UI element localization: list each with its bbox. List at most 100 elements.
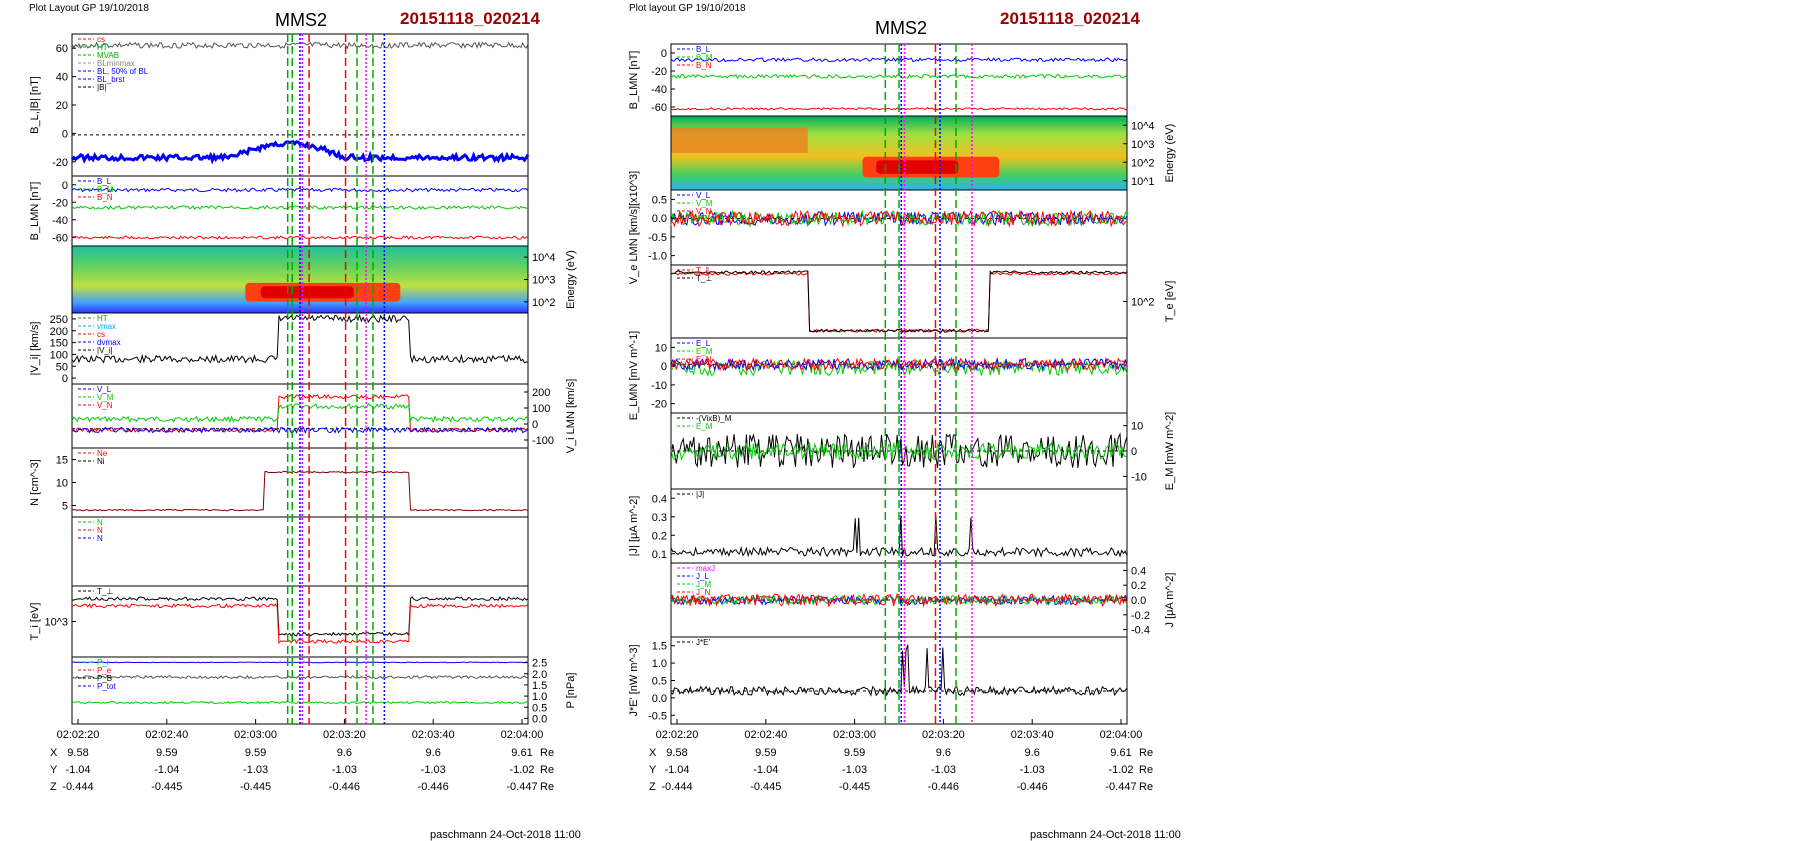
- right-ytick-6-2: 0.2: [652, 530, 667, 542]
- right-ylabel-3: T_e [eV]: [1164, 281, 1176, 323]
- right-ephem-y-1: -1.04: [753, 764, 778, 776]
- left-legend-3-3: dvmax: [97, 338, 121, 347]
- right-ytick-0-2: -40: [651, 84, 667, 96]
- right-time-tick-5: 02:04:00: [1100, 729, 1143, 741]
- right-ytick-1-0: 10^4: [1131, 120, 1155, 132]
- left-ytick-3-5: 0: [62, 373, 68, 385]
- right-ephem-z-1: -0.445: [750, 781, 781, 793]
- right-panel-3: 10^2 T_e [eV] T_∥T_⊥: [670, 264, 1176, 339]
- left-legend-0-0: cs: [97, 35, 105, 44]
- left-ephem-name-z: Z: [50, 781, 57, 793]
- right-ephem-y-2: -1.03: [842, 764, 867, 776]
- left-legend-0-3: BLminmax: [97, 59, 135, 68]
- right-time-tick-1: 02:02:40: [744, 729, 787, 741]
- left-ylabel-8: P [nPa]: [565, 673, 577, 709]
- left-legend-0-6: |B|: [97, 83, 107, 92]
- right-ephem-x-2: 9.59: [844, 747, 865, 759]
- left-ephem-x-5: 9.61: [511, 747, 532, 759]
- left-legend-0-1: HT: [97, 43, 108, 52]
- right-spectrogram-band: [671, 127, 808, 153]
- right-panel-4: 10 0 -10 -20 E_LMN [mV m^-1] E_LE_ME_N: [628, 331, 1128, 420]
- left-ytick-3-3: 100: [50, 349, 68, 361]
- right-ylabel-7: J [μA m^-2]: [1164, 573, 1176, 628]
- left-ephem-z-2: -0.445: [240, 781, 271, 793]
- left-ylabel-3: |V_i| [km/s]: [29, 321, 41, 375]
- left-ytick-2-0: 10^4: [532, 252, 556, 264]
- left-legend-4-2: V_N: [97, 401, 113, 410]
- right-ephem-name-z: Z: [649, 781, 656, 793]
- left-legend-4-1: V_M: [97, 393, 114, 402]
- right-spacecraft: MMS2: [875, 18, 927, 38]
- right-ytick-8-4: -0.5: [648, 710, 667, 722]
- left-ephem-unit-z: Re: [540, 781, 554, 793]
- left-legend-5-0: Ne: [97, 449, 108, 458]
- right-legend-5-0: -(VixB)_M: [696, 414, 732, 423]
- left-ytick-4-1: 100: [532, 403, 550, 415]
- right-ylabel-6: |J| [μA m^-2]: [628, 496, 640, 557]
- left-ephem-unit-x: Re: [540, 747, 554, 759]
- left-trace-1-0: [71, 187, 529, 193]
- right-ephem-unit-y: Re: [1139, 764, 1153, 776]
- left-ephem-name-x: X: [50, 747, 58, 759]
- left-legend-0-4: BL, 50% of BL: [97, 67, 149, 76]
- left-ytick-1-3: -60: [52, 232, 68, 244]
- right-legend-2-1: V_M: [696, 199, 713, 208]
- right-ephem-name-y: Y: [649, 764, 657, 776]
- right-time-tick-3: 02:03:20: [922, 729, 965, 741]
- left-time-tick-5: 02:04:00: [501, 729, 544, 741]
- right-ylabel-2: V_e LMN [km/s][x10^3]: [628, 171, 640, 284]
- left-ephem-z-1: -0.445: [151, 781, 182, 793]
- right-ytick-6-0: 0.4: [652, 493, 667, 505]
- right-ytick-3-0: 10^2: [1131, 297, 1155, 309]
- left-legend-3-0: HT: [97, 314, 108, 323]
- left-legend-0-5: BL_brst: [97, 75, 125, 84]
- left-ytick-2-2: 10^2: [532, 297, 556, 309]
- right-time-tick-0: 02:02:20: [656, 729, 699, 741]
- left-ytick-3-4: 50: [56, 361, 68, 373]
- right-panel-1: 10^4 10^3 10^2 10^1 Energy (eV): [670, 115, 1176, 191]
- right-legend-7-2: J_M: [696, 580, 711, 589]
- left-ytick-5-1: 10: [56, 478, 68, 490]
- right-ephem-name-x: X: [649, 747, 657, 759]
- left-legend-4-0: V_L: [97, 385, 112, 394]
- left-ytick-3-1: 200: [50, 326, 68, 338]
- left-ytick-4-0: 200: [532, 387, 550, 399]
- left-ylabel-7: T_i [eV]: [29, 603, 41, 641]
- right-trace-3-0: [671, 271, 1128, 333]
- left-time-tick-1: 02:02:40: [145, 729, 188, 741]
- right-legend-0-2: B_N: [696, 61, 712, 70]
- right-ephem-x-3: 9.6: [936, 747, 951, 759]
- left-ytick-2-1: 10^3: [532, 275, 556, 287]
- left-trace-3-0: [71, 313, 529, 364]
- left-ytick-1-2: -40: [52, 215, 68, 227]
- left-legend-8-2: P_B: [97, 674, 112, 683]
- left-ylabel-1: B_LMN [nT]: [29, 182, 41, 241]
- right-ytick-5-1: 0: [1131, 446, 1137, 458]
- left-legend-8-0: P_i: [97, 658, 109, 667]
- left-legend-3-4: |V_i|: [97, 346, 113, 355]
- left-ytick-0-4: -20: [52, 157, 68, 169]
- right-legend-0-0: B_L: [696, 45, 711, 54]
- right-figure: 0-20-40-60B_LMN [nT]B_LB_MB_N10^410^310^…: [628, 43, 1176, 793]
- left-legend-6-1: N: [97, 526, 103, 535]
- right-legend-7-1: J_L: [696, 572, 709, 581]
- right-ytick-0-3: -60: [651, 102, 667, 114]
- left-ephem-y-1: -1.04: [154, 764, 179, 776]
- right-ytick-7-2: 0.0: [1131, 595, 1146, 607]
- right-ytick-7-0: 0.4: [1131, 565, 1146, 577]
- right-ylabel-5: E_M [mW m^-2]: [1164, 412, 1176, 491]
- right-ytick-8-1: 1.0: [652, 658, 667, 670]
- left-time-tick-3: 02:03:20: [323, 729, 366, 741]
- right-ytick-8-2: 0.5: [652, 676, 667, 688]
- left-panel-4: 200 100 0 -100 V_i LMN [km/s] V_LV_MV_N: [71, 379, 577, 453]
- right-ephem-z-5: -0.447: [1105, 781, 1136, 793]
- left-time-tick-4: 02:03:40: [412, 729, 455, 741]
- right-ytick-2-1: 0.0: [652, 213, 667, 225]
- left-ephem-y-4: -1.03: [421, 764, 446, 776]
- left-ephem-z-4: -0.446: [418, 781, 449, 793]
- right-panel-5: 10 0 -10 E_M [mW m^-2] -(VixB)_ME_M: [670, 412, 1176, 491]
- left-panel-1: 0 -20 -40 -60 B_LMN [nT] B_LB_MB_N: [29, 175, 529, 247]
- right-ytick-2-0: 0.5: [652, 194, 667, 206]
- left-ytick-8-2: 1.5: [532, 680, 547, 692]
